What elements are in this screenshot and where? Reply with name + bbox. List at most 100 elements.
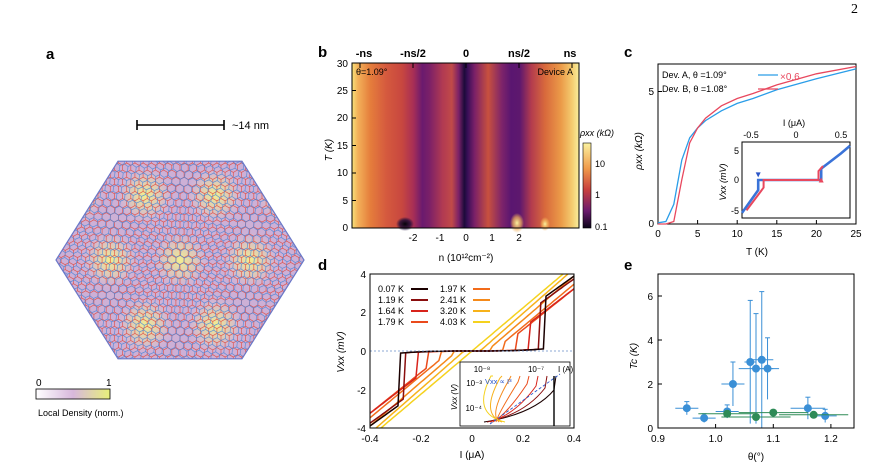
d-ytick-neg2: -2	[357, 386, 366, 397]
b-colorbar-title: ρxx (kΩ)	[579, 128, 614, 138]
c-xtick-0: 0	[655, 229, 661, 240]
c-ytick-0: 0	[648, 219, 654, 230]
colorbar-min: 0	[36, 378, 42, 389]
page-number: 2	[851, 2, 858, 17]
c-series-0	[657, 68, 857, 224]
c-inset-arrow-up	[818, 177, 824, 183]
e-ytick-2: 2	[647, 380, 653, 391]
panel-d-letter: d	[318, 257, 328, 274]
panel-e-plot: 0 2 4 6 Tc (K) 0.9 1.0 1.1 1.2 θ(°)	[629, 273, 855, 463]
panel-a-colorbar: 0 1 Local Density (norm.)	[35, 378, 124, 418]
e-point-green	[723, 409, 732, 418]
colorbar-label: Local Density (norm.)	[38, 408, 124, 418]
b-xlabel: n (10¹²cm⁻²)	[439, 253, 494, 264]
c-legend-a: Dev. A, θ =1.09°	[662, 70, 727, 80]
b-xtick-neg2: -2	[409, 233, 418, 244]
c-inset-series-1	[745, 165, 824, 211]
colorbar-max: 1	[106, 378, 112, 389]
d-inset-cubic-guide	[489, 373, 561, 425]
d-xtick-neg02: -0.2	[412, 434, 430, 445]
b-ytick-5: 5	[342, 196, 348, 207]
b-xtick-0: 0	[463, 233, 469, 244]
c-inset-top-tick-0: 0	[793, 130, 798, 140]
b-ytick-20: 20	[337, 113, 349, 124]
c-xtick-5: 5	[695, 229, 701, 240]
panel-c-legend: Dev. A, θ =1.09° Dev. B, θ =1.08° ×0.6	[662, 70, 800, 94]
d-inset-ytick-1e3: 10⁻³	[466, 379, 482, 388]
e-ytick-0: 0	[647, 424, 653, 435]
e-point-blue	[746, 358, 755, 366]
b-ytick-15: 15	[337, 141, 349, 152]
d-legend-label: 4.03 K	[440, 317, 466, 327]
b-ytick-25: 25	[337, 86, 349, 97]
c-inset-ytick-5: 5	[734, 146, 739, 156]
c-xlabel: T (K)	[746, 247, 768, 258]
moire-bright-spot	[150, 135, 210, 157]
moire-bright-spot	[150, 230, 210, 290]
c-inset-ytick-neg5: -5	[731, 206, 739, 216]
panel-e-letter: e	[624, 257, 633, 274]
top-label-zero: 0	[463, 48, 469, 60]
e-xtick-10: 1.0	[709, 434, 723, 445]
e-point-green	[809, 410, 818, 419]
d-inset-annotation: Vxx ∝ I³	[485, 377, 512, 386]
c-series-1	[658, 65, 857, 225]
c-inset-ytick-0: 0	[734, 175, 739, 185]
d-ytick-4: 4	[360, 270, 366, 281]
d-inset-curve-7	[483, 375, 506, 423]
d-inset-top-tick-1e7: 10⁻⁷	[528, 365, 544, 374]
d-legend-label: 2.41 K	[440, 295, 466, 305]
moire-lattice-hexagon	[55, 135, 305, 360]
moire-bright-spot	[255, 165, 304, 225]
b-xtick-neg1: -1	[436, 233, 445, 244]
e-ylabel: Tc (K)	[629, 343, 640, 369]
panel-c-plot: Dev. A, θ =1.09° Dev. B, θ =1.08° ×0.6 0…	[634, 63, 862, 258]
b-colorbar-tick-1: 1	[595, 190, 600, 200]
d-ytick-0: 0	[360, 347, 366, 358]
d-inset-ytick-1e4: 10⁻⁴	[465, 404, 482, 413]
b-ytick-30: 30	[337, 59, 349, 70]
b-colorbar-tick-10: 10	[595, 159, 605, 169]
e-point-blue	[803, 404, 812, 413]
e-xtick-12: 1.2	[824, 434, 838, 445]
top-label-neg-ns: -ns	[356, 48, 373, 60]
e-xtick-11: 1.1	[766, 434, 780, 445]
e-point-blue	[821, 411, 830, 420]
b-xtick-1: 1	[489, 233, 495, 244]
d-ylabel: Vxx (mV)	[336, 331, 347, 372]
b-ylabel: T (K)	[324, 139, 335, 161]
b-xtick-2: 2	[516, 233, 522, 244]
e-ytick-6: 6	[647, 292, 653, 303]
b-ytick-0: 0	[342, 223, 348, 234]
e-point-blue	[700, 414, 709, 423]
c-inset-top-tick-neg: -0.5	[743, 130, 759, 140]
e-xlabel: θ(°)	[748, 452, 764, 463]
d-legend-label: 1.19 K	[378, 295, 404, 305]
e-point-blue	[682, 404, 691, 413]
b-ytick-10: 10	[337, 168, 349, 179]
e-point-blue	[763, 364, 772, 373]
panel-a-scale-bar: ~14 nm	[136, 120, 269, 132]
panel-b-heatmap: -ns -ns/2 0 ns/2 ns θ=1.09° Device A 0 5…	[324, 48, 614, 264]
e-ytick-4: 4	[647, 336, 653, 347]
e-point-blue	[728, 380, 737, 388]
c-xtick-10: 10	[732, 229, 744, 240]
c-xtick-20: 20	[811, 229, 823, 240]
e-xtick-09: 0.9	[651, 434, 665, 445]
e-point-blue	[757, 355, 766, 364]
e-point-green	[752, 413, 760, 421]
panel-b-letter: b	[318, 44, 328, 61]
moire-bright-spot	[56, 165, 105, 225]
scale-label: ~14 nm	[232, 120, 269, 132]
c-ytick-5: 5	[648, 87, 654, 98]
c-inset-ylabel: Vxx (mV)	[718, 163, 728, 200]
d-xlabel: I (μA)	[460, 450, 485, 461]
panel-c-letter: c	[624, 44, 633, 61]
c-inset-top-tick-pos: 0.5	[835, 130, 848, 140]
top-label-half-ns: ns/2	[508, 48, 530, 60]
d-inset-top-tick-1e8: 10⁻⁸	[474, 365, 491, 374]
top-label-ns: ns	[564, 48, 577, 60]
d-xtick-0: 0	[469, 434, 475, 445]
panel-b-angle: θ=1.09°	[356, 67, 388, 77]
d-xtick-04: 0.4	[567, 434, 581, 445]
